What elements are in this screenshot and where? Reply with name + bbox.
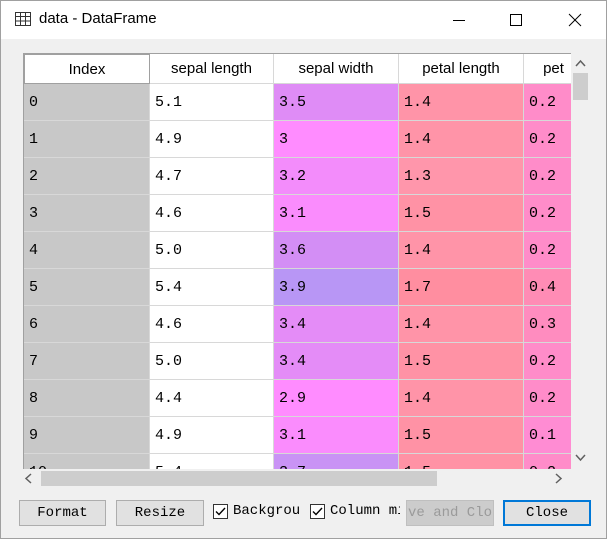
table-cell: 0.2 xyxy=(524,195,571,232)
table-cell: 1.7 xyxy=(399,269,524,306)
table-cell: 0.2 xyxy=(524,84,571,121)
table-cell: 3.9 xyxy=(274,269,399,306)
table-cell: 5.4 xyxy=(150,269,274,306)
row-index: 0 xyxy=(24,84,150,121)
table-cell: 4.9 xyxy=(150,121,274,158)
check-mark xyxy=(215,507,226,516)
table-cell: 0.3 xyxy=(524,306,571,343)
table-cell: 2.9 xyxy=(274,380,399,417)
row-index: 5 xyxy=(24,269,150,306)
column-header: Index xyxy=(24,54,150,84)
horizontal-scrollbar[interactable] xyxy=(23,469,571,488)
vertical-scrollbar[interactable] xyxy=(571,53,590,469)
save-close-button: ve and Clo xyxy=(406,500,494,526)
table-cell: 0.2 xyxy=(524,232,571,269)
table-cell: 0.2 xyxy=(524,121,571,158)
table-cell: 1.3 xyxy=(399,158,524,195)
table-cell: 4.6 xyxy=(150,195,274,232)
table-cell: 0.2 xyxy=(524,380,571,417)
row-index: 2 xyxy=(24,158,150,195)
table-cell: 3.1 xyxy=(274,195,399,232)
row-index: 8 xyxy=(24,380,150,417)
table-cell: 1.4 xyxy=(399,84,524,121)
background-label[interactable]: Backgrou xyxy=(233,503,301,519)
column-header: petal length xyxy=(399,54,524,84)
window-icon xyxy=(15,12,31,26)
row-index: 4 xyxy=(24,232,150,269)
table-cell: 1.5 xyxy=(399,454,524,469)
table-cell: 5.1 xyxy=(150,84,274,121)
table-cell: 1.4 xyxy=(399,306,524,343)
format-button[interactable]: Format xyxy=(19,500,106,526)
column-minmax-checkbox[interactable] xyxy=(310,504,325,519)
window-controls[interactable] xyxy=(441,1,606,39)
table-cell: 1.4 xyxy=(399,380,524,417)
table-cell: 1.5 xyxy=(399,195,524,232)
table-cell: 3.4 xyxy=(274,306,399,343)
table-cell: 0.2 xyxy=(524,454,571,469)
resize-button[interactable]: Resize xyxy=(116,500,204,526)
window-title: data - DataFrame xyxy=(39,10,157,27)
table-cell: 3.4 xyxy=(274,343,399,380)
column-minmax-label[interactable]: Column mi xyxy=(330,503,400,519)
close-button[interactable]: Close xyxy=(503,500,591,526)
table-cell: 3.5 xyxy=(274,84,399,121)
row-index: 1 xyxy=(24,121,150,158)
table-cell: 4.4 xyxy=(150,380,274,417)
table-cell: 3.6 xyxy=(274,232,399,269)
table-cell: 3 xyxy=(274,121,399,158)
row-index: 7 xyxy=(24,343,150,380)
table-cell: 1.4 xyxy=(399,121,524,158)
check-mark xyxy=(312,507,323,516)
column-header: sepal width xyxy=(274,54,399,84)
column-header: pet xyxy=(524,54,571,84)
table-cell: 3.7 xyxy=(274,454,399,469)
row-index: 3 xyxy=(24,195,150,232)
row-index: 9 xyxy=(24,417,150,454)
row-index: 6 xyxy=(24,306,150,343)
table-cell: 4.6 xyxy=(150,306,274,343)
data-table[interactable]: Index sepal length sepal width petal length… xyxy=(23,53,571,469)
table-cell: 4.9 xyxy=(150,417,274,454)
table-cell: 0.2 xyxy=(524,158,571,195)
table-cell: 0.1 xyxy=(524,417,571,454)
table-cell: 5.0 xyxy=(150,232,274,269)
background-checkbox[interactable] xyxy=(213,504,228,519)
table-cell: 5.0 xyxy=(150,343,274,380)
row-index: 10 xyxy=(24,454,150,469)
table-cell: 1.5 xyxy=(399,343,524,380)
table-cell: 0.4 xyxy=(524,269,571,306)
table-cell: 3.1 xyxy=(274,417,399,454)
table-cell: 3.2 xyxy=(274,158,399,195)
table-cell: 1.4 xyxy=(399,232,524,269)
table-cell: 4.7 xyxy=(150,158,274,195)
table-cell: 1.5 xyxy=(399,417,524,454)
table-cell: 0.2 xyxy=(524,343,571,380)
table-cell: 5.4 xyxy=(150,454,274,469)
column-header: sepal length xyxy=(150,54,274,84)
title-bar: data - DataFrame xyxy=(1,1,606,39)
